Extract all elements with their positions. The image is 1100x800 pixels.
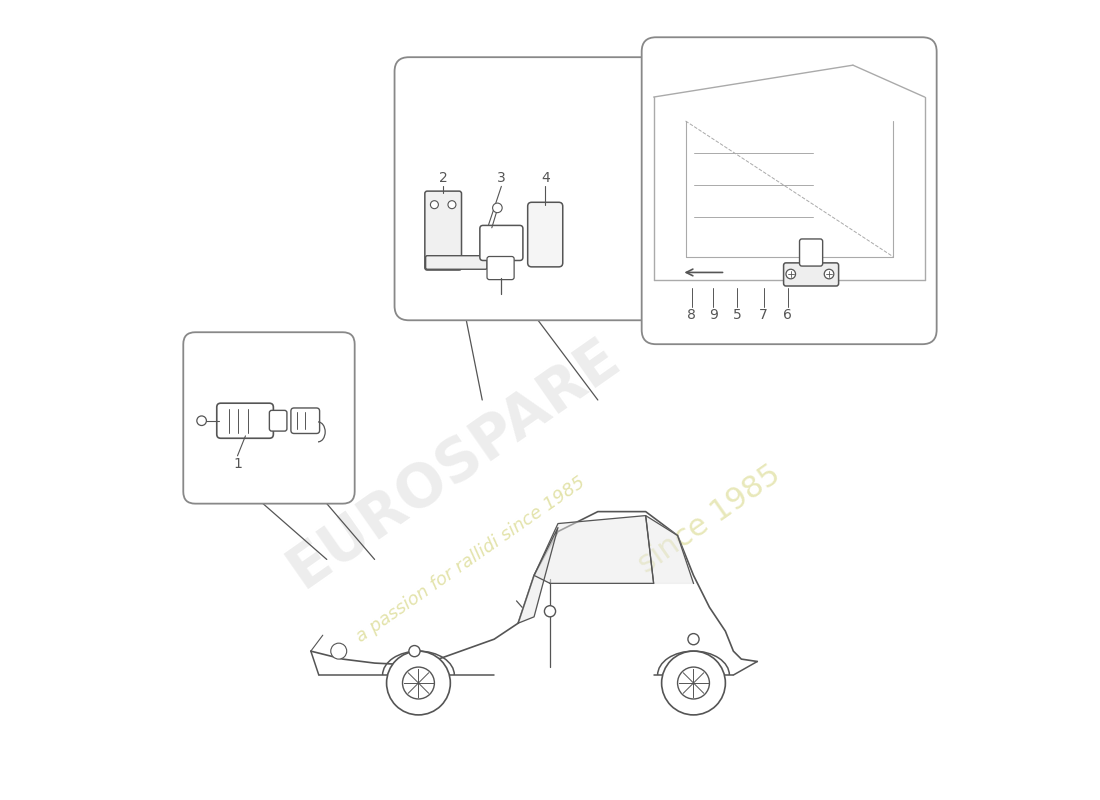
FancyBboxPatch shape [528, 202, 563, 267]
Circle shape [493, 203, 503, 213]
Text: 5: 5 [733, 308, 741, 322]
Circle shape [544, 606, 556, 617]
Text: 2: 2 [439, 170, 448, 185]
Text: 8: 8 [688, 308, 696, 322]
Circle shape [386, 651, 450, 715]
Text: since 1985: since 1985 [632, 460, 786, 579]
FancyBboxPatch shape [290, 408, 320, 434]
Text: 3: 3 [497, 170, 506, 185]
Circle shape [661, 651, 725, 715]
Circle shape [448, 201, 455, 209]
Circle shape [688, 634, 700, 645]
Circle shape [430, 201, 439, 209]
Text: 4: 4 [541, 170, 550, 185]
Circle shape [331, 643, 346, 659]
FancyBboxPatch shape [270, 410, 287, 431]
Text: 6: 6 [783, 308, 792, 322]
Polygon shape [646, 515, 693, 583]
Circle shape [403, 667, 434, 699]
FancyBboxPatch shape [783, 263, 838, 286]
Text: 1: 1 [233, 458, 242, 471]
FancyBboxPatch shape [425, 191, 462, 270]
Polygon shape [535, 515, 653, 583]
FancyBboxPatch shape [487, 257, 514, 280]
Circle shape [786, 270, 795, 279]
Text: 9: 9 [710, 308, 718, 322]
FancyBboxPatch shape [641, 38, 937, 344]
FancyBboxPatch shape [395, 57, 661, 320]
Circle shape [197, 416, 207, 426]
FancyBboxPatch shape [217, 403, 274, 438]
Circle shape [409, 646, 420, 657]
Circle shape [824, 270, 834, 279]
Text: a passion for rallidi since 1985: a passion for rallidi since 1985 [352, 473, 588, 646]
Text: EUROSPARE: EUROSPARE [277, 328, 631, 599]
FancyBboxPatch shape [426, 256, 487, 270]
FancyBboxPatch shape [480, 226, 522, 261]
Text: 7: 7 [759, 308, 768, 322]
Circle shape [678, 667, 710, 699]
FancyBboxPatch shape [800, 239, 823, 266]
Polygon shape [518, 527, 558, 623]
FancyBboxPatch shape [184, 332, 354, 504]
